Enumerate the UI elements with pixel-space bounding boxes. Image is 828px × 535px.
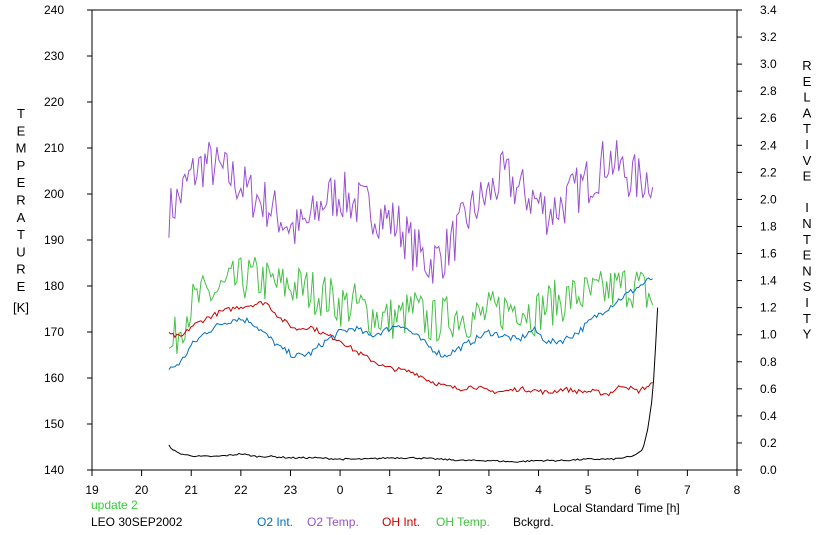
right-axis: 0.0 0.2 0.4 0.6 0.8 1.0 1.2 1.4 1.6 1.8 2.0 2.2 2.4 2… xyxy=(737,3,777,477)
y-right-tick-label: 2.4 xyxy=(760,138,777,152)
update-label: update 2 xyxy=(91,498,138,512)
y-right-tick-label: 3.0 xyxy=(760,57,777,71)
y-right-tick-label: 3.4 xyxy=(760,3,777,17)
x-tick-label: 5 xyxy=(585,483,592,497)
x-axis: 19 20 21 22 23 0 1 2 3 4 5 6 7 8 xyxy=(85,470,741,497)
y-right-tick-label: 1.0 xyxy=(760,328,777,342)
y-right-tick-label: 0.6 xyxy=(760,382,777,396)
x-tick-label: 8 xyxy=(734,483,741,497)
y-right-tick-label: 1.4 xyxy=(760,274,777,288)
x-tick-label: 1 xyxy=(386,483,393,497)
y-left-tick-label: 200 xyxy=(44,187,64,201)
y-right-tick-label: 2.6 xyxy=(760,111,777,125)
y-right-tick-label: 0.8 xyxy=(760,355,777,369)
x-tick-label: 21 xyxy=(185,483,199,497)
left-axis: 140 150 160 170 180 190 200 210 220 230 240 xyxy=(44,3,92,477)
x-tick-label: 7 xyxy=(684,483,691,497)
y-left-label: T E M P E R A T U R E [K] xyxy=(13,106,29,315)
x-tick-label: 6 xyxy=(634,483,641,497)
plot-frame xyxy=(91,9,738,471)
series-line-oh-temp xyxy=(168,256,654,354)
series-line-bckgrd xyxy=(168,307,659,463)
y-left-tick-label: 170 xyxy=(44,325,64,339)
x-tick-label: 0 xyxy=(337,483,344,497)
x-tick-label: 22 xyxy=(234,483,248,497)
y-right-tick-label: 3.2 xyxy=(760,30,777,44)
x-tick-label: 23 xyxy=(284,483,298,497)
legend-item: O2 Int. xyxy=(257,515,294,529)
legend-item: OH Temp. xyxy=(436,515,490,529)
y-left-unit: [K] xyxy=(13,300,29,315)
y-left-tick-label: 140 xyxy=(44,463,64,477)
y-right-tick-label: 0.0 xyxy=(760,463,777,477)
y-right-tick-label: 1.2 xyxy=(760,301,777,315)
series-line-o2-int xyxy=(168,277,653,370)
y-left-tick-label: 150 xyxy=(44,417,64,431)
station-label: LEO 30SEP2002 xyxy=(91,515,183,529)
series-line-o2-temp xyxy=(168,140,654,284)
x-tick-label: 20 xyxy=(135,483,149,497)
y-left-tick-label: 220 xyxy=(44,95,64,109)
y-left-tick-label: 190 xyxy=(44,233,64,247)
x-tick-label: 19 xyxy=(85,483,99,497)
legend-item: Bckgrd. xyxy=(513,515,554,529)
y-left-tick-label: 230 xyxy=(44,49,64,63)
legend-item: O2 Temp. xyxy=(307,515,359,529)
y-left-tick-label: 240 xyxy=(44,3,64,17)
y-right-tick-label: 1.8 xyxy=(760,219,777,233)
x-tick-label: 2 xyxy=(436,483,443,497)
y-right-tick-label: 0.4 xyxy=(760,409,777,423)
legend-item: OH Int. xyxy=(382,515,421,529)
x-tick-label: 3 xyxy=(486,483,493,497)
y-left-tick-label: 160 xyxy=(44,371,64,385)
y-right-tick-label: 2.8 xyxy=(760,84,777,98)
y-right-tick-label: 2.2 xyxy=(760,165,777,179)
y-left-tick-label: 210 xyxy=(44,141,64,155)
y-right-tick-label: 2.0 xyxy=(760,192,777,206)
x-tick-label: 4 xyxy=(535,483,542,497)
y-left-tick-label: 180 xyxy=(44,279,64,293)
series-line-oh-int xyxy=(168,300,653,397)
y-right-tick-label: 1.6 xyxy=(760,247,777,261)
x-axis-label: Local Standard Time [h] xyxy=(553,501,680,515)
series-group xyxy=(168,140,659,463)
y-right-tick-label: 0.2 xyxy=(760,436,777,450)
